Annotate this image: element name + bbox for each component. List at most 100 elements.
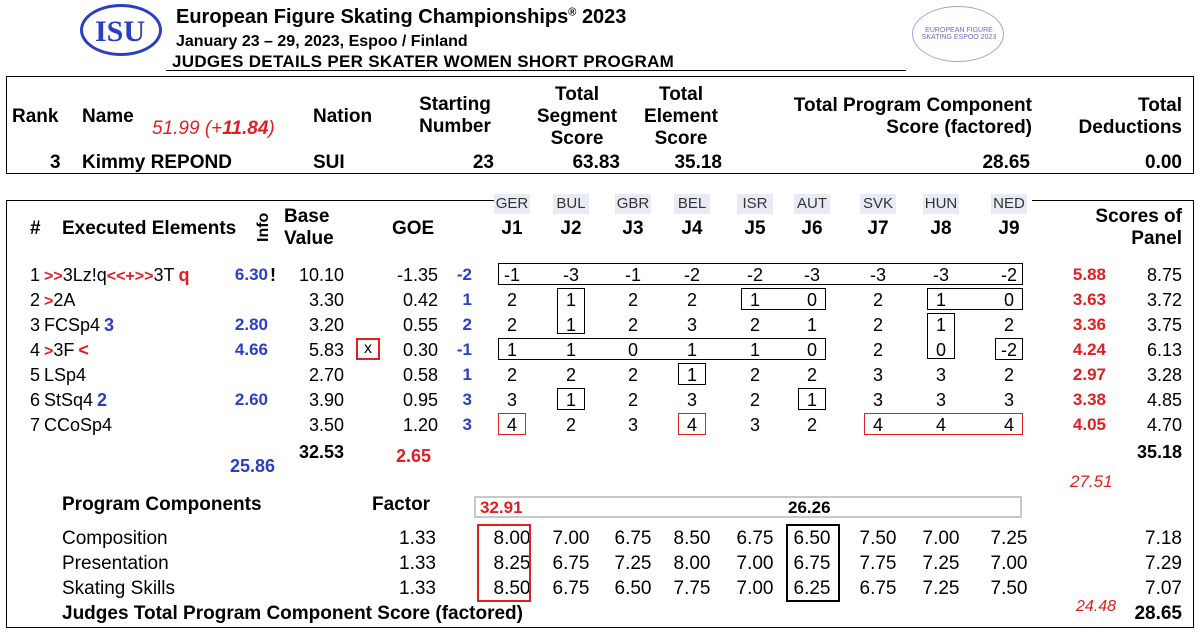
judge-component-score: 6.75	[859, 578, 897, 599]
component-panel-score: 7.07	[1145, 578, 1182, 599]
element-number: 6	[30, 390, 41, 410]
goe-total-annotation: 2.65	[396, 446, 432, 466]
judge-goe-score: 1	[565, 315, 576, 335]
element-goe-note: -1	[456, 340, 472, 359]
element-name: 3F	[53, 340, 75, 360]
judge-goe-score: 4	[872, 415, 883, 435]
judge-goe-score: -2	[746, 265, 763, 285]
element-goe-note: 2	[462, 315, 472, 334]
element-score-label: Total Element Score	[644, 84, 718, 149]
element-annotated-total: 3.38	[1072, 390, 1106, 409]
judge-component-score: 8.25	[493, 553, 531, 574]
score-box	[995, 338, 1023, 360]
element-annotated-total: 4.05	[1072, 415, 1106, 434]
judge-goe-score: -3	[932, 265, 949, 285]
judge-goe-score: 1	[565, 340, 576, 360]
executed-elements-header: Executed Elements	[62, 218, 237, 239]
summary-box	[6, 76, 1194, 174]
judge-goe-score: 3	[686, 390, 697, 410]
starting-number-label: Starting Number	[419, 94, 491, 137]
element-base-value: 3.20	[308, 315, 344, 335]
judge-component-score: 6.75	[736, 528, 774, 549]
element-panel-score: 6.13	[1146, 340, 1182, 360]
element-name: LSp4	[44, 365, 87, 385]
deductions-value: 0.00	[1145, 152, 1182, 173]
base-value-annotation: 25.86	[230, 456, 276, 476]
element-goe: -1.35	[396, 265, 438, 285]
element-name: FCSp4	[44, 315, 101, 335]
isu-logo-text: ISU	[95, 15, 146, 48]
judge-component-score: 7.25	[922, 553, 960, 574]
element-number: 3	[30, 315, 41, 335]
event-title: European Figure Skating Championships® 2…	[176, 6, 627, 28]
judge-goe-score: 3	[872, 390, 883, 410]
component-name: Skating Skills	[62, 578, 175, 599]
component-factor: 1.33	[399, 553, 436, 574]
program-components-header: Program Components	[62, 494, 262, 515]
element-number: 7	[30, 415, 41, 435]
judge-label: J3	[622, 218, 644, 239]
element-name: 2A	[53, 290, 76, 310]
element-panel-score: 3.72	[1146, 290, 1182, 310]
element-number-header: #	[30, 218, 41, 239]
judge-component-score: 7.00	[552, 528, 590, 549]
component-name: Composition	[62, 528, 168, 549]
judge-goe-score: 1	[806, 390, 817, 410]
element-score-value: 35.18	[674, 152, 722, 173]
element-name: StSq4	[44, 390, 94, 410]
judge-goe-score: -3	[869, 265, 886, 285]
judge-goe-score: -2	[683, 265, 700, 285]
component-panel-score: 7.29	[1145, 553, 1182, 574]
element-base-value: 3.30	[308, 290, 344, 310]
element-combo-prefix: >>	[134, 268, 154, 285]
judge-goe-score: -2	[1000, 340, 1017, 360]
judge-component-score: 7.00	[922, 528, 960, 549]
components-low-judge-box	[786, 524, 840, 602]
score-box	[678, 363, 706, 385]
judge-goe-score: 3	[506, 390, 517, 410]
judge-goe-score: 2	[565, 365, 576, 385]
judge-goe-score: 2	[872, 340, 883, 360]
component-factor: 1.33	[399, 528, 436, 549]
element-panel-score: 3.75	[1146, 315, 1182, 335]
judge-goe-score: 1	[806, 315, 817, 335]
judge-component-score: 7.25	[614, 553, 652, 574]
judge-component-score: 7.25	[922, 578, 960, 599]
segment-score-value: 63.83	[572, 152, 620, 173]
annotation-delta-open: (+	[204, 118, 223, 139]
element-annotated-total: 3.36	[1072, 315, 1106, 334]
event-title-text: European Figure Skating Championships	[176, 6, 569, 28]
element-suffix: 2	[97, 390, 108, 410]
judge-goe-score: 2	[506, 365, 517, 385]
judge-component-score: 6.50	[614, 578, 652, 599]
judge-component-score: 7.50	[859, 528, 897, 549]
judge-goe-score: 2	[872, 290, 883, 310]
score-annotation: 51.99 (+11.84)	[152, 118, 275, 140]
judge-goe-score: 2	[749, 390, 760, 410]
judge-label: J5	[744, 218, 766, 239]
judge-component-score: 7.25	[990, 528, 1028, 549]
element-panel-score: 4.70	[1146, 415, 1182, 435]
element-panel-score: 3.28	[1146, 365, 1182, 385]
element-annotated-total: 2.97	[1072, 365, 1106, 384]
element-prefix: >	[44, 293, 54, 310]
score-box	[741, 288, 826, 310]
skater-starting-number: 23	[472, 152, 494, 173]
element-suffix: 3	[104, 315, 115, 335]
element-annotated-total: 4.24	[1072, 340, 1106, 359]
judge-goe-score: -3	[562, 265, 579, 285]
element-goe: 0.30	[402, 340, 438, 360]
pcs-value: 28.65	[982, 152, 1030, 173]
element-annotated-value: 2.80	[234, 315, 268, 334]
element-goe: 0.95	[402, 390, 438, 410]
score-box	[927, 288, 1023, 310]
judge-component-score: 6.75	[552, 578, 590, 599]
judge-goe-score: 2	[506, 290, 517, 310]
pcs-total-label: Judges Total Program Component Score (fa…	[62, 603, 523, 624]
judge-goe-score: -1	[624, 265, 641, 285]
pcs-total-value: 28.65	[1134, 603, 1182, 624]
judge-goe-score: 3	[935, 365, 946, 385]
element-base-value: 3.90	[308, 390, 344, 410]
judge-goe-score: 1	[749, 340, 760, 360]
element-suffix: <	[78, 340, 89, 360]
